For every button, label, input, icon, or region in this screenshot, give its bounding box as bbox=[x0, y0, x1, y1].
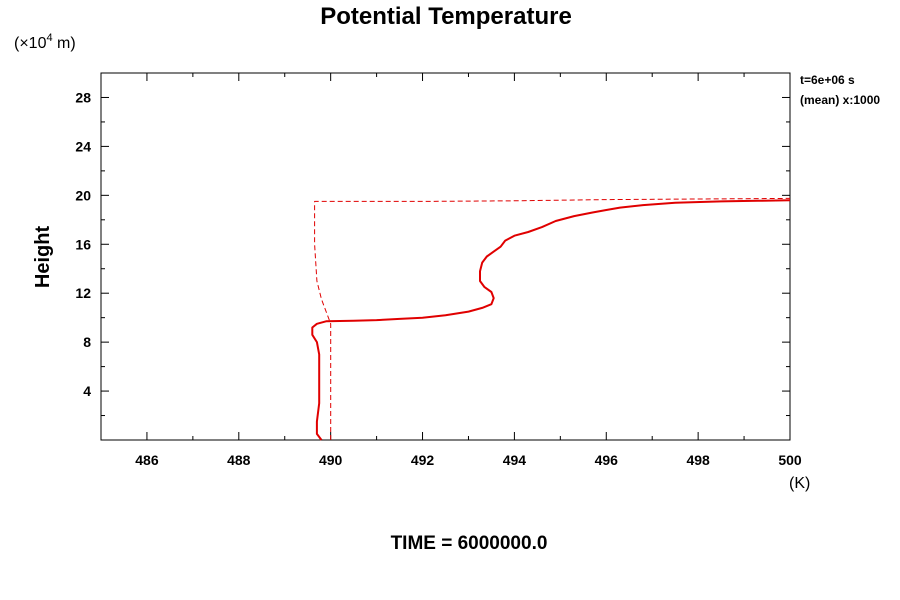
x-tick-label: 494 bbox=[503, 452, 527, 468]
y-ticks: 4 8 12 16 20 24 28 bbox=[75, 89, 790, 417]
y-tick-label: 16 bbox=[75, 236, 91, 252]
data-lines bbox=[311, 197, 791, 441]
y-unit-tail: m) bbox=[53, 35, 76, 52]
x-tick-label: 498 bbox=[686, 452, 710, 468]
x-tick-label: 486 bbox=[135, 452, 159, 468]
y-tick-label: 24 bbox=[75, 138, 91, 154]
time-annotation: t=6e+06 s bbox=[800, 73, 855, 87]
chart-title: Potential Temperature bbox=[320, 3, 572, 30]
x-tick-label: 490 bbox=[319, 452, 343, 468]
y-axis-label: Height bbox=[32, 226, 54, 289]
plot-frame bbox=[100, 72, 791, 441]
time-footer: TIME = 6000000.0 bbox=[391, 533, 548, 554]
x-tick-label: 496 bbox=[595, 452, 619, 468]
x-axis-unit: (K) bbox=[789, 475, 810, 492]
y-unit-base: (×10 bbox=[14, 35, 47, 52]
y-tick-label: 12 bbox=[75, 285, 91, 301]
x-tick-label: 500 bbox=[778, 452, 802, 468]
x-ticks: 486 488 490 492 494 496 498 500 bbox=[100, 73, 802, 468]
y-unit-exponent: 4 bbox=[46, 32, 52, 44]
y-tick-label: 20 bbox=[75, 187, 91, 203]
y-axis-unit: (×104 m) bbox=[14, 32, 76, 52]
x-tick-label: 488 bbox=[227, 452, 251, 468]
y-tick-label: 4 bbox=[83, 383, 91, 399]
x-tick-label: 492 bbox=[411, 452, 435, 468]
mean-annotation: (mean) x:1000 bbox=[800, 93, 880, 107]
potential-temperature-line bbox=[311, 199, 791, 441]
y-tick-label: 8 bbox=[83, 334, 91, 350]
initial-profile-line bbox=[314, 197, 791, 440]
y-tick-label: 28 bbox=[75, 89, 91, 105]
